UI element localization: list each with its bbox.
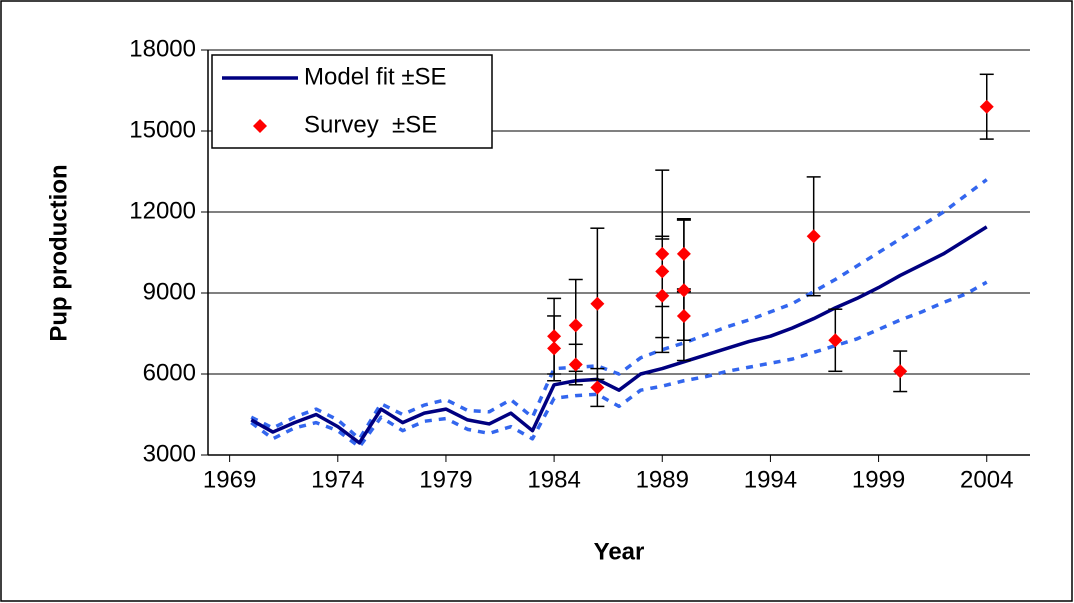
legend-box (211, 54, 493, 149)
x-tick-label: 2004 (960, 466, 1013, 493)
survey-point (893, 364, 908, 379)
y-tick-label: 9000 (143, 278, 196, 305)
survey-point (547, 329, 562, 344)
y-tick-label: 18000 (129, 35, 196, 62)
legend-swatch (253, 119, 267, 133)
x-tick-label: 1989 (636, 466, 689, 493)
survey-point (568, 318, 583, 333)
survey-point (979, 99, 994, 114)
x-tick-label: 1979 (419, 466, 472, 493)
x-tick-label: 1974 (311, 466, 364, 493)
survey-point (655, 246, 670, 261)
x-tick-label: 1969 (203, 466, 256, 493)
model-line (250, 225, 988, 445)
se-line (250, 178, 988, 441)
x-tick-label: 1984 (527, 466, 580, 493)
legend: Model fit ±SE Survey ±SE (211, 54, 493, 149)
survey-point (828, 333, 843, 348)
x-tick-label: 1999 (852, 466, 905, 493)
survey-point (547, 341, 562, 356)
x-tick-label: 1994 (744, 466, 797, 493)
x-axis-label: Year (594, 538, 645, 565)
survey-point (590, 380, 605, 395)
survey-point (590, 296, 605, 311)
y-tick-label: 3000 (143, 440, 196, 467)
y-axis-label: Pup production (45, 164, 72, 341)
survey-point (676, 308, 691, 323)
survey-point (655, 264, 670, 279)
y-tick-label: 15000 (129, 116, 196, 143)
survey-point (676, 246, 691, 261)
legend-label: Model fit ±SE (304, 63, 447, 90)
y-tick-label: 12000 (129, 197, 196, 224)
y-tick-label: 6000 (143, 359, 196, 386)
se-line (250, 280, 988, 449)
legend-label: Survey ±SE (304, 111, 437, 138)
survey-point (806, 229, 821, 244)
survey-point (676, 283, 691, 298)
survey-point (568, 357, 583, 372)
survey-point (655, 288, 670, 303)
